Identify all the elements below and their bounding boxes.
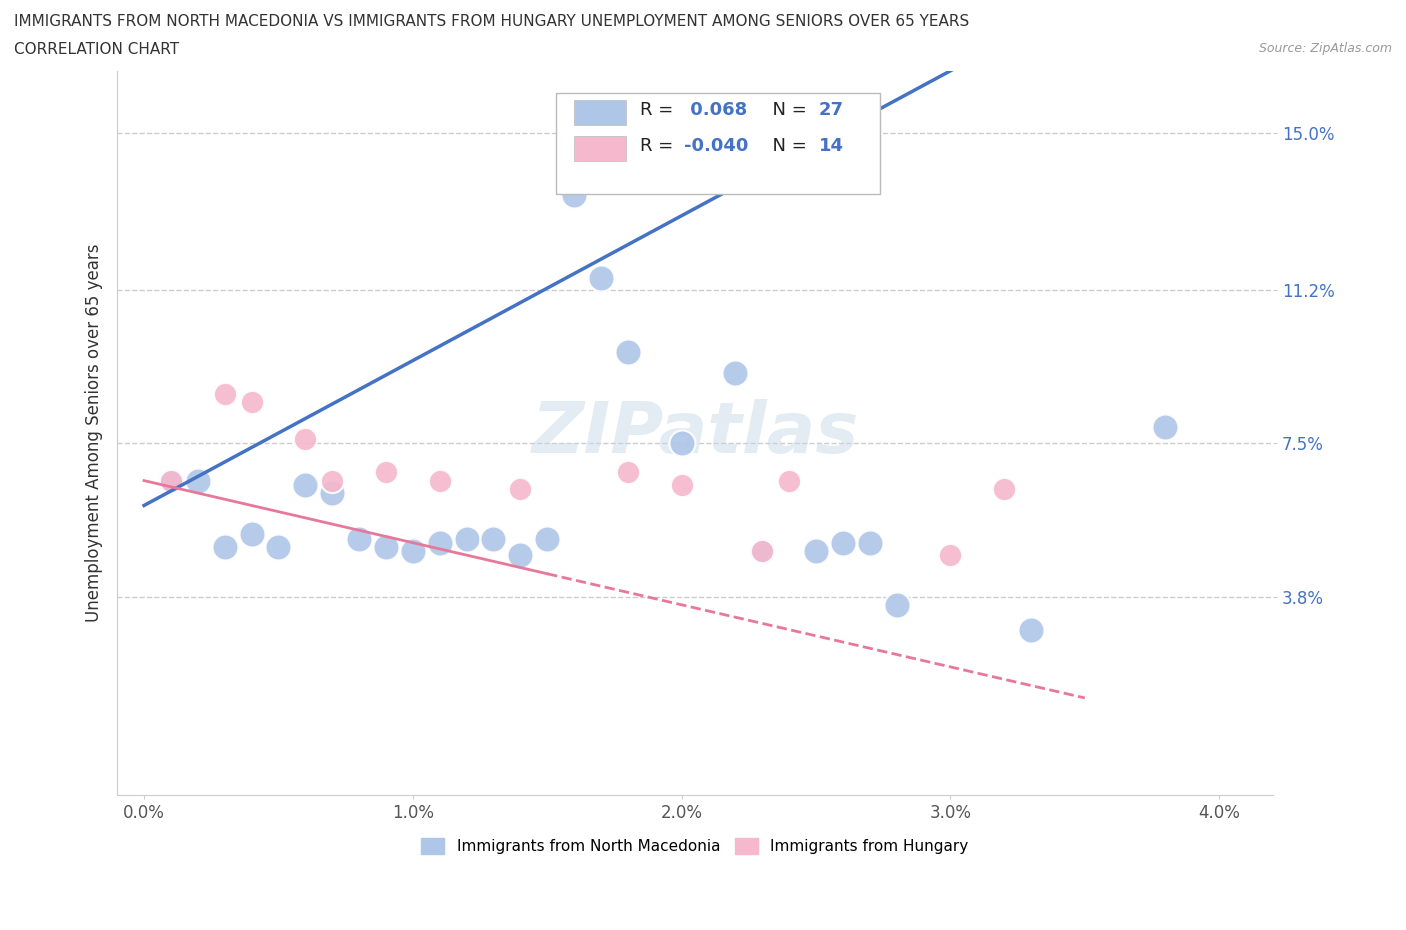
Point xyxy=(617,465,640,480)
Point xyxy=(1154,419,1177,434)
FancyBboxPatch shape xyxy=(574,136,626,161)
Point xyxy=(886,597,908,612)
Point xyxy=(832,536,855,551)
Point xyxy=(456,531,478,546)
Point xyxy=(214,539,236,554)
Point xyxy=(321,473,343,488)
Text: -0.040: -0.040 xyxy=(683,138,748,155)
Text: 0.068: 0.068 xyxy=(683,101,747,119)
Point xyxy=(671,436,693,451)
Point xyxy=(751,543,773,558)
Text: IMMIGRANTS FROM NORTH MACEDONIA VS IMMIGRANTS FROM HUNGARY UNEMPLOYMENT AMONG SE: IMMIGRANTS FROM NORTH MACEDONIA VS IMMIG… xyxy=(14,14,969,29)
FancyBboxPatch shape xyxy=(574,100,626,126)
Point xyxy=(375,539,398,554)
Point xyxy=(778,473,800,488)
FancyBboxPatch shape xyxy=(557,92,880,194)
Point xyxy=(859,536,882,551)
Legend: Immigrants from North Macedonia, Immigrants from Hungary: Immigrants from North Macedonia, Immigra… xyxy=(415,831,974,860)
Point xyxy=(402,543,425,558)
Point xyxy=(671,477,693,492)
Point xyxy=(1019,622,1042,637)
Y-axis label: Unemployment Among Seniors over 65 years: Unemployment Among Seniors over 65 years xyxy=(86,244,103,622)
Point xyxy=(240,394,263,409)
Text: ZIPatlas: ZIPatlas xyxy=(531,399,859,468)
Point xyxy=(267,539,290,554)
Point xyxy=(294,432,316,446)
Point xyxy=(617,345,640,360)
Point xyxy=(562,188,585,203)
Point xyxy=(724,365,747,380)
Point xyxy=(347,531,370,546)
Text: N =: N = xyxy=(761,138,813,155)
Point xyxy=(804,543,827,558)
Text: Source: ZipAtlas.com: Source: ZipAtlas.com xyxy=(1258,42,1392,55)
Point xyxy=(294,477,316,492)
Text: 14: 14 xyxy=(818,138,844,155)
Point xyxy=(589,271,612,286)
Point xyxy=(509,548,531,563)
Text: N =: N = xyxy=(761,101,813,119)
Text: CORRELATION CHART: CORRELATION CHART xyxy=(14,42,179,57)
Text: 27: 27 xyxy=(818,101,844,119)
Text: R =: R = xyxy=(640,101,679,119)
Point xyxy=(321,485,343,500)
Point xyxy=(160,473,183,488)
Point xyxy=(993,482,1015,497)
Point xyxy=(751,543,773,558)
Point xyxy=(214,386,236,401)
Text: R =: R = xyxy=(640,138,679,155)
Point xyxy=(375,465,398,480)
Point xyxy=(509,482,531,497)
Point xyxy=(482,531,505,546)
Point xyxy=(939,548,962,563)
Point xyxy=(429,536,451,551)
Point xyxy=(187,473,209,488)
Point xyxy=(429,473,451,488)
Point xyxy=(240,527,263,542)
Point xyxy=(160,473,183,488)
Point xyxy=(536,531,558,546)
